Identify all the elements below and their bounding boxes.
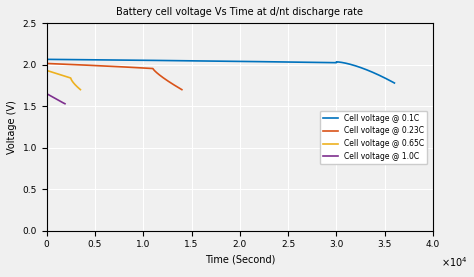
Cell voltage @ 0.1C xyxy=(62,58,67,61)
Cell voltage @ 0.1C xyxy=(213,60,219,63)
Cell voltage @ 0.23C xyxy=(103,65,109,68)
Cell voltage @ 0.1C xyxy=(381,76,387,79)
Line: Cell voltage @ 0.23C: Cell voltage @ 0.23C xyxy=(46,63,182,90)
Cell voltage @ 0.23C xyxy=(99,64,104,68)
Cell voltage @ 0.65C xyxy=(78,88,83,91)
Cell voltage @ 1.0C xyxy=(44,71,49,75)
Cell voltage @ 0.1C xyxy=(44,58,49,61)
Cell voltage @ 1.0C xyxy=(62,102,68,106)
Cell voltage @ 0.1C xyxy=(204,59,210,63)
Cell voltage @ 0.23C xyxy=(179,88,185,91)
Cell voltage @ 0.65C xyxy=(44,66,49,69)
Cell voltage @ 0.65C xyxy=(77,87,82,91)
Cell voltage @ 0.23C xyxy=(57,62,63,66)
Cell voltage @ 0.1C xyxy=(392,81,397,85)
Cell voltage @ 0.65C xyxy=(72,82,77,86)
Line: Cell voltage @ 0.1C: Cell voltage @ 0.1C xyxy=(46,59,394,83)
Cell voltage @ 0.65C xyxy=(62,75,68,78)
Cell voltage @ 0.23C xyxy=(152,69,157,72)
Title: Battery cell voltage Vs Time at d/nt discharge rate: Battery cell voltage Vs Time at d/nt dis… xyxy=(116,7,364,17)
Cell voltage @ 0.23C xyxy=(44,61,49,65)
Cell voltage @ 0.23C xyxy=(149,67,155,70)
Cell voltage @ 1.0C xyxy=(62,102,67,105)
Line: Cell voltage @ 0.65C: Cell voltage @ 0.65C xyxy=(46,67,81,90)
Line: Cell voltage @ 1.0C: Cell voltage @ 1.0C xyxy=(46,73,65,104)
Cell voltage @ 0.23C xyxy=(137,66,142,70)
X-axis label: Time (Second): Time (Second) xyxy=(205,255,275,265)
Cell voltage @ 1.0C xyxy=(55,98,60,101)
Cell voltage @ 0.65C xyxy=(60,74,65,77)
Cell voltage @ 0.1C xyxy=(318,61,323,64)
Cell voltage @ 1.0C xyxy=(54,98,59,101)
Text: $\times10^4$: $\times10^4$ xyxy=(441,256,467,269)
Cell voltage @ 0.65C xyxy=(64,75,70,78)
Cell voltage @ 1.0C xyxy=(53,97,58,100)
Cell voltage @ 1.0C xyxy=(59,100,64,104)
Cell voltage @ 0.1C xyxy=(382,76,387,79)
Cell voltage @ 1.0C xyxy=(53,97,58,100)
Y-axis label: Voltage (V): Voltage (V) xyxy=(7,100,17,154)
Legend: Cell voltage @ 0.1C, Cell voltage @ 0.23C, Cell voltage @ 0.65C, Cell voltage @ : Cell voltage @ 0.1C, Cell voltage @ 0.23… xyxy=(319,111,427,164)
Cell voltage @ 0.65C xyxy=(60,74,66,77)
